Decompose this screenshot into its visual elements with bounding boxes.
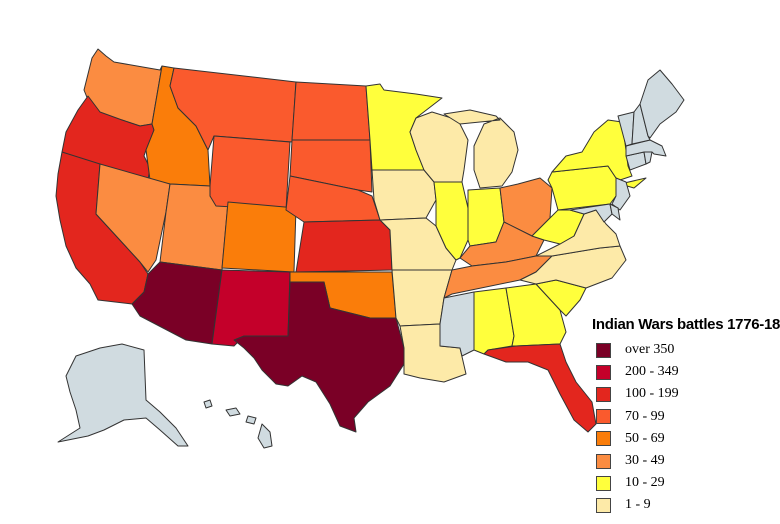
legend-item: 50 - 69	[596, 428, 778, 450]
legend-label: 30 - 49	[625, 453, 665, 469]
legend-item: 100 - 199	[596, 383, 778, 405]
state-il	[433, 181, 469, 261]
legend-label: 50 - 69	[625, 430, 665, 446]
state-ms	[439, 291, 475, 357]
legend-item: 200 - 349	[596, 361, 778, 383]
state-nj	[611, 177, 631, 211]
state-mi	[443, 109, 519, 189]
state-pa	[547, 165, 617, 211]
state-ia	[371, 169, 437, 221]
legend-label: 10 - 29	[625, 475, 665, 491]
legend-swatch	[596, 453, 611, 469]
legend-title: Indian Wars battles 1776-1890	[592, 316, 780, 333]
legend-swatch	[596, 342, 611, 358]
state-or	[61, 95, 155, 193]
state-nc	[519, 245, 627, 289]
state-fl	[483, 343, 597, 433]
legend-label: over 350	[625, 342, 675, 358]
legend-swatch	[596, 431, 611, 447]
legend-label: 1 - 9	[625, 497, 651, 513]
state-nh	[631, 103, 651, 145]
state-hi	[203, 399, 273, 449]
state-ks	[295, 219, 393, 273]
legend-swatch	[596, 409, 611, 425]
legend-item: 1 - 9	[596, 494, 778, 516]
legend-item: 70 - 99	[596, 406, 778, 428]
legend-label: 70 - 99	[625, 408, 665, 424]
state-tx	[233, 281, 405, 433]
state-ri	[643, 151, 653, 165]
state-ak	[57, 343, 189, 447]
legend-swatch	[596, 475, 611, 491]
state-nd	[291, 81, 371, 141]
legend-swatch	[596, 386, 611, 402]
legend-label: 200 - 349	[625, 364, 679, 380]
state-me	[639, 69, 685, 139]
state-ma	[625, 139, 667, 157]
legend-swatch	[596, 497, 611, 513]
legend-swatch	[596, 364, 611, 380]
legend: Indian Wars battles 1776-1890 over 350 20…	[592, 316, 780, 517]
legend-label: 100 - 199	[625, 386, 679, 402]
state-sd	[289, 139, 373, 193]
legend-item: over 350	[596, 339, 778, 361]
state-de	[609, 203, 621, 221]
state-co	[221, 201, 297, 273]
state-nm	[211, 269, 291, 347]
legend-item: 30 - 49	[596, 450, 778, 472]
state-wy	[209, 135, 291, 211]
legend-item: 10 - 29	[596, 472, 778, 494]
